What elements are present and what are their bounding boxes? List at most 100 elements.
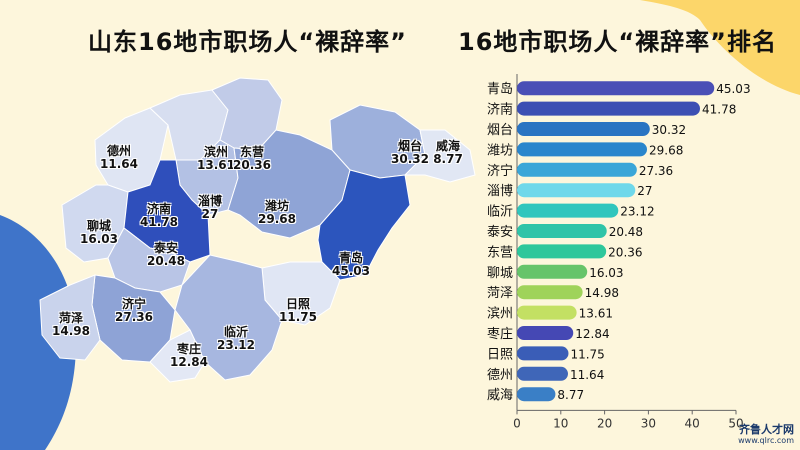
map-label-value: 27 — [201, 207, 219, 221]
bar-12 — [517, 326, 574, 340]
map-label-2: 东营 20.36 — [230, 146, 274, 172]
map-label-13: 菏泽 14.98 — [49, 312, 93, 338]
map-label-city: 泰安 — [153, 241, 178, 255]
bar-6 — [517, 203, 619, 218]
map-label-city: 枣庄 — [176, 342, 201, 356]
map-region-heze[interactable] — [39, 274, 101, 361]
map-label-3: 烟台 30.32 — [388, 140, 432, 166]
x-tick-label: 50 — [728, 416, 743, 430]
map-region-zaozhuang[interactable] — [149, 329, 206, 383]
map-label-value: 30.32 — [391, 152, 429, 166]
bar-5 — [517, 183, 636, 198]
value-label: 14.98 — [585, 286, 619, 300]
chart-title: 16地市职场人“裸辞率”排名 — [458, 28, 777, 56]
bar-9 — [517, 264, 588, 279]
map-label-4: 威海 8.77 — [426, 140, 470, 166]
map-label-city: 德州 — [106, 144, 131, 158]
bar-4 — [517, 162, 637, 177]
map-title: 山东16地市职场人“裸辞率” — [88, 28, 407, 56]
map-label-value: 23.12 — [217, 338, 255, 352]
category-label: 淄博 — [487, 184, 513, 199]
bar-3 — [517, 142, 647, 157]
category-label: 济南 — [487, 102, 513, 118]
map-label-city: 东营 — [239, 145, 264, 159]
map-label-city: 威海 — [435, 139, 460, 153]
value-label: 13.61 — [579, 307, 613, 321]
map-label-city: 聊城 — [86, 219, 111, 233]
bar-14 — [517, 366, 568, 381]
watermark-text: 齐鲁人才网 — [739, 423, 794, 436]
map-label-9: 泰安 20.48 — [144, 242, 188, 268]
map-region-weihai[interactable] — [403, 129, 476, 183]
bar-11 — [517, 305, 577, 320]
map-label-city: 济宁 — [121, 297, 146, 311]
value-label: 41.78 — [702, 103, 736, 117]
value-label: 12.84 — [575, 327, 609, 341]
value-label: 45.03 — [716, 82, 750, 96]
map-label-value: 11.64 — [100, 157, 138, 171]
map-label-15: 枣庄 12.84 — [167, 343, 211, 369]
category-label: 枣庄 — [487, 326, 513, 342]
map-label-city: 潍坊 — [264, 199, 289, 213]
bar-8 — [517, 244, 607, 259]
bar-7 — [517, 224, 607, 238]
background-blob-bottom-left — [0, 215, 76, 450]
map-label-10: 青岛 45.03 — [329, 252, 373, 278]
map-label-city: 淄博 — [197, 194, 222, 208]
map-label-city: 济南 — [146, 202, 171, 216]
map-label-value: 13.61 — [197, 158, 235, 172]
x-tick-label: 0 — [513, 416, 521, 430]
background-blob-top-right — [640, 0, 800, 95]
category-label: 潍坊 — [487, 143, 513, 158]
map-label-11: 济宁 27.36 — [112, 298, 156, 324]
map-label-city: 临沂 — [223, 325, 248, 339]
map-label-5: 淄博 27 — [188, 195, 232, 221]
map-label-0: 德州 11.64 — [97, 145, 141, 171]
bar-1 — [517, 101, 700, 116]
value-label: 23.12 — [620, 205, 654, 219]
category-label: 临沂 — [487, 205, 513, 220]
category-label: 威海 — [487, 388, 513, 403]
value-label: 27.36 — [639, 164, 673, 178]
value-label: 11.75 — [570, 347, 604, 361]
category-label: 泰安 — [487, 225, 513, 240]
map-label-city: 日照 — [285, 297, 310, 311]
map-label-city: 滨州 — [203, 145, 228, 159]
map-label-value: 12.84 — [170, 355, 208, 369]
x-tick-label: 30 — [641, 416, 656, 430]
map-label-value: 27.36 — [115, 310, 153, 324]
map-label-value: 41.78 — [140, 215, 178, 229]
value-label: 27 — [637, 184, 652, 198]
map-label-value: 20.48 — [147, 254, 185, 268]
category-label: 青岛 — [487, 81, 513, 97]
map-label-value: 20.36 — [233, 158, 271, 172]
bar-13 — [517, 346, 569, 361]
map-label-value: 29.68 — [258, 212, 296, 226]
map-label-6: 潍坊 29.68 — [255, 200, 299, 226]
bar-15 — [517, 387, 556, 402]
map-label-value: 8.77 — [433, 152, 463, 166]
bar-2 — [517, 122, 650, 136]
map-label-city: 烟台 — [397, 139, 422, 153]
map-label-city: 菏泽 — [58, 311, 83, 325]
category-label: 烟台 — [487, 123, 513, 138]
map-label-8: 济南 41.78 — [137, 203, 181, 229]
map-label-12: 日照 11.75 — [276, 298, 320, 324]
map-label-1: 滨州 13.61 — [194, 146, 238, 172]
map-label-city: 青岛 — [338, 251, 363, 265]
map-label-value: 11.75 — [279, 310, 317, 324]
category-label: 日照 — [487, 347, 513, 362]
category-label: 德州 — [487, 368, 513, 383]
value-label: 16.03 — [589, 266, 623, 280]
x-tick-label: 40 — [685, 416, 700, 430]
x-tick-label: 20 — [597, 416, 612, 430]
shandong-map — [39, 77, 476, 383]
value-label: 20.36 — [608, 245, 642, 259]
category-label: 聊城 — [487, 266, 513, 281]
map-label-value: 14.98 — [52, 324, 90, 338]
map-label-7: 聊城 16.03 — [77, 220, 121, 246]
watermark: 齐鲁人才网 www.qlrc.com — [738, 424, 794, 446]
x-tick-label: 10 — [553, 416, 568, 430]
category-label: 菏泽 — [487, 286, 513, 301]
